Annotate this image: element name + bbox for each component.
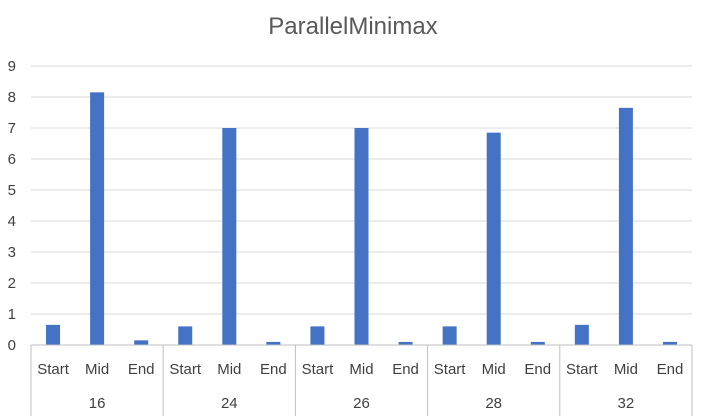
y-tick-label: 9 [8, 58, 16, 75]
x-subcategory-label: End [128, 361, 155, 378]
x-subcategory-label: Start [37, 361, 70, 378]
x-subcategory-label: Mid [85, 361, 109, 378]
x-subcategory-label: Start [169, 361, 202, 378]
bars [46, 92, 677, 345]
y-tick-label: 7 [8, 120, 16, 137]
x-group-label: 24 [221, 395, 238, 412]
bar [178, 326, 193, 345]
y-tick-label: 2 [8, 275, 16, 292]
x-subcategory-label: End [392, 361, 419, 378]
x-subcategory-label: Start [434, 361, 467, 378]
x-subcategory-label: Start [302, 361, 335, 378]
y-tick-label: 6 [8, 151, 16, 168]
bar [222, 128, 237, 345]
x-group-label: 32 [618, 395, 635, 412]
chart-title: ParallelMinimax [268, 13, 437, 40]
x-axis: Start Mid End 16 Start Mid End 24 Start Mid End 26 S… [30, 344, 693, 416]
bar [134, 340, 149, 345]
x-subcategory-label: End [260, 361, 287, 378]
bar [530, 341, 545, 345]
bar [486, 132, 501, 345]
bar [574, 324, 589, 345]
bar [310, 326, 325, 345]
bar [662, 341, 677, 345]
x-subcategory-label: End [657, 361, 684, 378]
x-group-label: 28 [485, 395, 502, 412]
bar [442, 326, 457, 345]
bar [90, 92, 105, 345]
x-subcategory-label: Start [566, 361, 599, 378]
bar [354, 128, 369, 345]
bar [618, 107, 633, 345]
y-tick-label: 3 [8, 244, 16, 261]
bar [46, 324, 61, 345]
x-subcategory-label: Mid [217, 361, 241, 378]
x-subcategory-label: Mid [614, 361, 638, 378]
x-group-label: 26 [353, 395, 370, 412]
y-tick-label: 4 [8, 213, 16, 230]
y-tick-label: 5 [8, 182, 16, 199]
x-subcategory-label: Mid [349, 361, 373, 378]
y-tick-label: 0 [8, 337, 16, 354]
y-tick-label: 8 [8, 89, 16, 106]
x-group-label: 16 [89, 395, 106, 412]
bar [398, 341, 413, 345]
x-subcategory-label: Mid [482, 361, 506, 378]
bar [266, 341, 281, 345]
y-axis-ticks: 0 1 2 3 4 5 6 7 8 9 [8, 58, 16, 354]
y-tick-label: 1 [8, 306, 16, 323]
x-subcategory-label: End [524, 361, 551, 378]
